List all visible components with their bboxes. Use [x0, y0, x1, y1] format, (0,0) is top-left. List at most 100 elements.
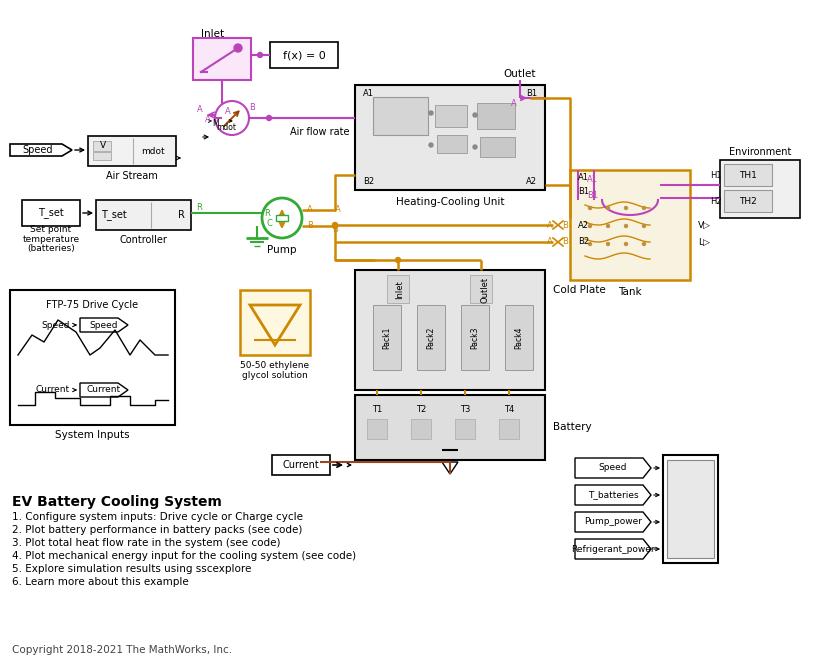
Circle shape	[643, 242, 645, 246]
Text: Inlet: Inlet	[201, 29, 225, 39]
Text: L▷: L▷	[698, 238, 710, 246]
Text: B1: B1	[526, 88, 537, 98]
Text: Pump: Pump	[268, 245, 297, 255]
Text: M: M	[213, 118, 219, 127]
Bar	[663, 455, 718, 563]
Text: Outlet: Outlet	[503, 69, 536, 79]
Text: 4. Plot mechanical energy input for the cooling system (see code): 4. Plot mechanical energy input for the …	[12, 551, 356, 561]
Text: A: A	[511, 98, 517, 108]
Text: 3. Plot total heat flow rate in the system (see code): 3. Plot total heat flow rate in the syst…	[12, 538, 280, 548]
Text: B: B	[332, 226, 338, 234]
Circle shape	[429, 111, 433, 115]
Text: V: V	[100, 141, 106, 151]
Text: T4: T4	[504, 404, 514, 414]
Circle shape	[332, 222, 337, 228]
Text: B1: B1	[586, 191, 598, 201]
Text: temperature: temperature	[23, 234, 80, 244]
Text: f(x) = 0: f(x) = 0	[283, 50, 326, 60]
Text: B: B	[562, 238, 568, 246]
Text: Speed: Speed	[599, 463, 628, 473]
Circle shape	[607, 242, 609, 246]
Text: FTP-75 Drive Cycle: FTP-75 Drive Cycle	[46, 300, 138, 310]
Bar	[461, 305, 489, 370]
Circle shape	[258, 52, 263, 58]
Circle shape	[395, 258, 400, 262]
Circle shape	[234, 44, 242, 52]
Text: Refrigerant_power: Refrigerant_power	[571, 544, 654, 554]
Text: TH1: TH1	[739, 171, 757, 179]
Circle shape	[643, 224, 645, 228]
Text: T_batteries: T_batteries	[587, 491, 638, 499]
Text: Current: Current	[36, 386, 70, 394]
Bar	[22, 200, 80, 226]
Circle shape	[607, 224, 609, 228]
Text: H1: H1	[711, 171, 722, 179]
Text: V▷: V▷	[698, 220, 711, 230]
Text: Pack3: Pack3	[471, 327, 480, 349]
Text: 6. Learn more about this example: 6. Learn more about this example	[12, 577, 189, 587]
Bar	[10, 290, 175, 425]
Circle shape	[267, 116, 272, 120]
Text: R: R	[178, 210, 185, 220]
Text: Current: Current	[283, 460, 320, 470]
Circle shape	[624, 224, 628, 228]
Circle shape	[624, 242, 628, 246]
Text: Speed: Speed	[23, 145, 53, 155]
Text: A1: A1	[587, 175, 598, 185]
Bar	[272, 455, 330, 475]
Bar	[373, 97, 428, 135]
Circle shape	[643, 207, 645, 210]
Text: mdot: mdot	[141, 147, 164, 155]
Text: A2: A2	[578, 220, 589, 230]
Text: 50-50 ethylene: 50-50 ethylene	[241, 361, 310, 369]
Bar	[437, 135, 467, 153]
Polygon shape	[575, 539, 651, 559]
Bar	[499, 419, 519, 439]
Text: C: C	[266, 220, 272, 228]
Text: R: R	[196, 203, 202, 212]
Polygon shape	[80, 318, 128, 332]
Bar	[270, 42, 338, 68]
Text: Outlet: Outlet	[481, 277, 489, 303]
Text: Current: Current	[87, 386, 121, 394]
Text: A: A	[225, 108, 231, 116]
Text: Copyright 2018-2021 The MathWorks, Inc.: Copyright 2018-2021 The MathWorks, Inc.	[12, 645, 232, 655]
Bar	[455, 419, 475, 439]
Text: Speed: Speed	[90, 321, 118, 329]
Text: mdot: mdot	[216, 124, 236, 133]
Circle shape	[215, 101, 249, 135]
Polygon shape	[10, 144, 72, 156]
Bar	[435, 105, 467, 127]
Text: Cold Plate: Cold Plate	[553, 285, 606, 295]
Bar	[193, 38, 251, 80]
Text: 1. Configure system inputs: Drive cycle or Charge cycle: 1. Configure system inputs: Drive cycle …	[12, 512, 303, 522]
Bar	[373, 305, 401, 370]
Bar	[88, 136, 176, 166]
Text: T3: T3	[460, 404, 470, 414]
Circle shape	[473, 145, 477, 149]
Circle shape	[588, 242, 591, 246]
Bar	[570, 170, 690, 280]
Text: A1: A1	[578, 173, 589, 183]
Text: R: R	[264, 210, 270, 218]
Bar	[411, 419, 431, 439]
Text: Set point: Set point	[30, 226, 71, 234]
Text: B: B	[249, 104, 255, 112]
Text: 2. Plot battery performance in battery packs (see code): 2. Plot battery performance in battery p…	[12, 525, 302, 535]
Circle shape	[607, 207, 609, 210]
Text: H2: H2	[711, 197, 722, 205]
Bar	[96, 200, 191, 230]
Bar	[240, 290, 310, 355]
Text: B2: B2	[363, 177, 374, 187]
Text: Pack2: Pack2	[426, 327, 435, 349]
Circle shape	[624, 207, 628, 210]
Text: Speed: Speed	[41, 321, 70, 329]
Text: EV Battery Cooling System: EV Battery Cooling System	[12, 495, 221, 509]
Bar	[480, 137, 515, 157]
Bar	[470, 275, 492, 303]
Bar	[355, 270, 545, 390]
Text: 5. Explore simulation results using sscexplore: 5. Explore simulation results using ssce…	[12, 564, 252, 574]
Text: Inlet: Inlet	[395, 281, 404, 299]
Circle shape	[332, 224, 337, 228]
Text: B: B	[562, 220, 568, 230]
